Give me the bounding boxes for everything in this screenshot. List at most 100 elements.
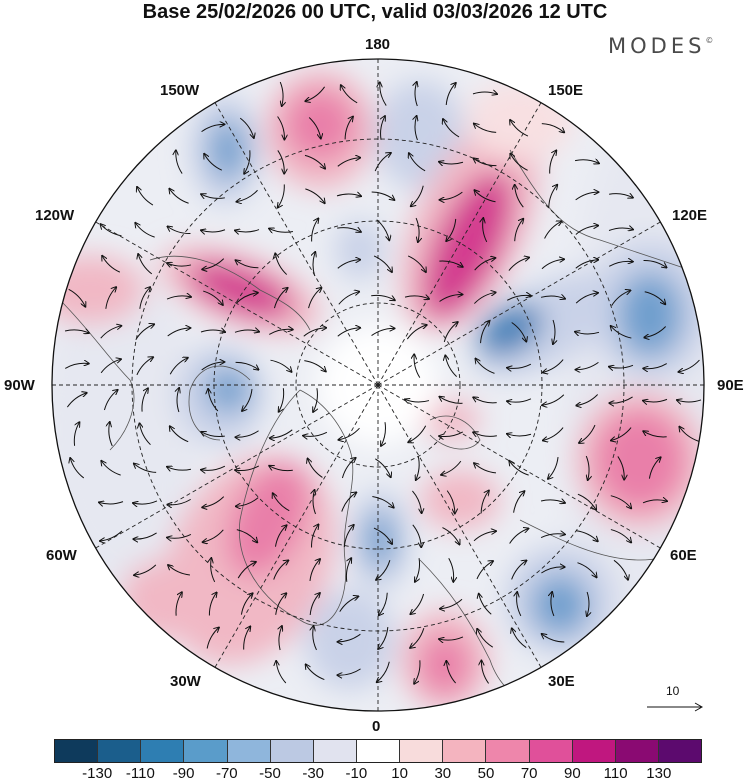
wind-arrow [270,359,292,372]
wind-arrow [100,326,122,339]
wind-arrow [345,558,351,582]
lon-label-30e: 30E [548,673,575,690]
wind-arrow [479,594,492,615]
wind-arrow [235,230,260,232]
wind-arrow [579,424,596,443]
colorbar-cell [658,740,702,762]
wind-arrow [380,82,387,106]
wind-arrow [373,527,392,544]
wind-arrow [169,189,189,204]
wind-arrow [506,295,531,301]
wind-arrow [306,664,325,681]
wind-arrow [311,218,319,242]
copyright-mark: © [705,36,714,45]
wind-arrow [273,288,287,309]
wind-arrow [575,260,598,269]
wind-arrow [66,393,86,408]
coastline-segment [59,299,135,451]
wind-arrow [133,532,157,539]
wind-arrow [308,117,321,138]
wind-arrow [440,598,463,609]
coastline-segment [429,415,481,450]
anomaly-region [285,90,355,160]
wind-arrow [406,325,426,340]
meridian-line [377,384,661,549]
wind-arrow [235,293,258,304]
wind-arrow [167,467,192,470]
wind-arrow [643,399,668,402]
wind-arrow [141,388,148,412]
wind-arrow [139,287,150,309]
lon-label-90e: 90E [717,377,744,394]
wind-arrow [313,626,317,651]
wind-arrow [514,219,524,242]
wind-arrow [439,260,462,267]
wind-arrow [443,322,457,343]
wind-arrow [372,495,393,507]
meridian-line [377,102,542,386]
wind-arrow [448,557,454,582]
anomaly-region [420,470,500,530]
colorbar-cell [313,740,357,762]
wind-arrow [175,592,182,616]
wind-arrow [70,458,85,479]
wind-arrow [235,361,259,369]
wind-arrow [445,83,456,106]
wind-arrow [341,458,355,479]
wind-arrow [415,217,419,242]
wind-arrow [648,457,660,479]
colorbar-cell [141,740,185,762]
wind-arrow [480,321,490,344]
wind-arrow [515,185,524,208]
wind-arrow [176,150,183,174]
wind-arrow [473,432,497,436]
map-border [51,58,705,712]
wind-arrow [68,288,86,306]
colorbar-tick-label: -50 [259,765,281,782]
wind-arrow [644,291,666,304]
colorbar [54,739,702,763]
colorbar-tick-label: -10 [345,765,368,782]
wind-arrow [308,459,323,478]
wind-arrow [201,194,225,198]
lon-label-0: 0 [372,718,381,735]
wind-arrow [371,191,395,200]
wind-arrow [170,426,189,443]
wind-arrow [553,319,555,344]
wind-arrow [138,254,153,275]
wind-arrow [577,562,596,578]
meridian-line [95,221,379,386]
wind-arrow [269,466,293,472]
wind-arrow [575,293,598,304]
wind-arrow [540,534,565,539]
wind-arrow [379,592,388,615]
wind-arrow [677,400,702,402]
wind-arrow [410,628,425,648]
wind-arrow [587,591,589,616]
colorbar-tick-label: -110 [125,765,155,782]
wind-arrow [235,465,260,471]
wind-arrow [540,296,565,299]
wind-arrow [415,82,417,107]
wind-arrow [303,328,326,337]
wind-arrow [476,359,495,374]
wind-arrow [201,362,225,371]
lon-label-90w: 90W [4,377,35,394]
wind-arrow [337,328,360,337]
anomaly-region [420,635,470,695]
colorbar-cell [227,740,271,762]
wind-arrow [202,496,225,508]
lon-label-150e: 150E [548,82,584,99]
wind-arrow [103,390,117,411]
wind-arrow [446,490,455,514]
wind-arrow [277,150,284,173]
wind-arrow [236,260,259,269]
meridian-line [95,384,379,549]
anomaly-region [335,220,385,280]
wind-arrow [279,626,282,651]
wind-arrow [517,592,522,617]
wind-arrow [541,567,564,574]
wind-arrow [313,490,316,515]
wind-arrow [542,634,565,643]
wind-arrow [474,158,497,167]
